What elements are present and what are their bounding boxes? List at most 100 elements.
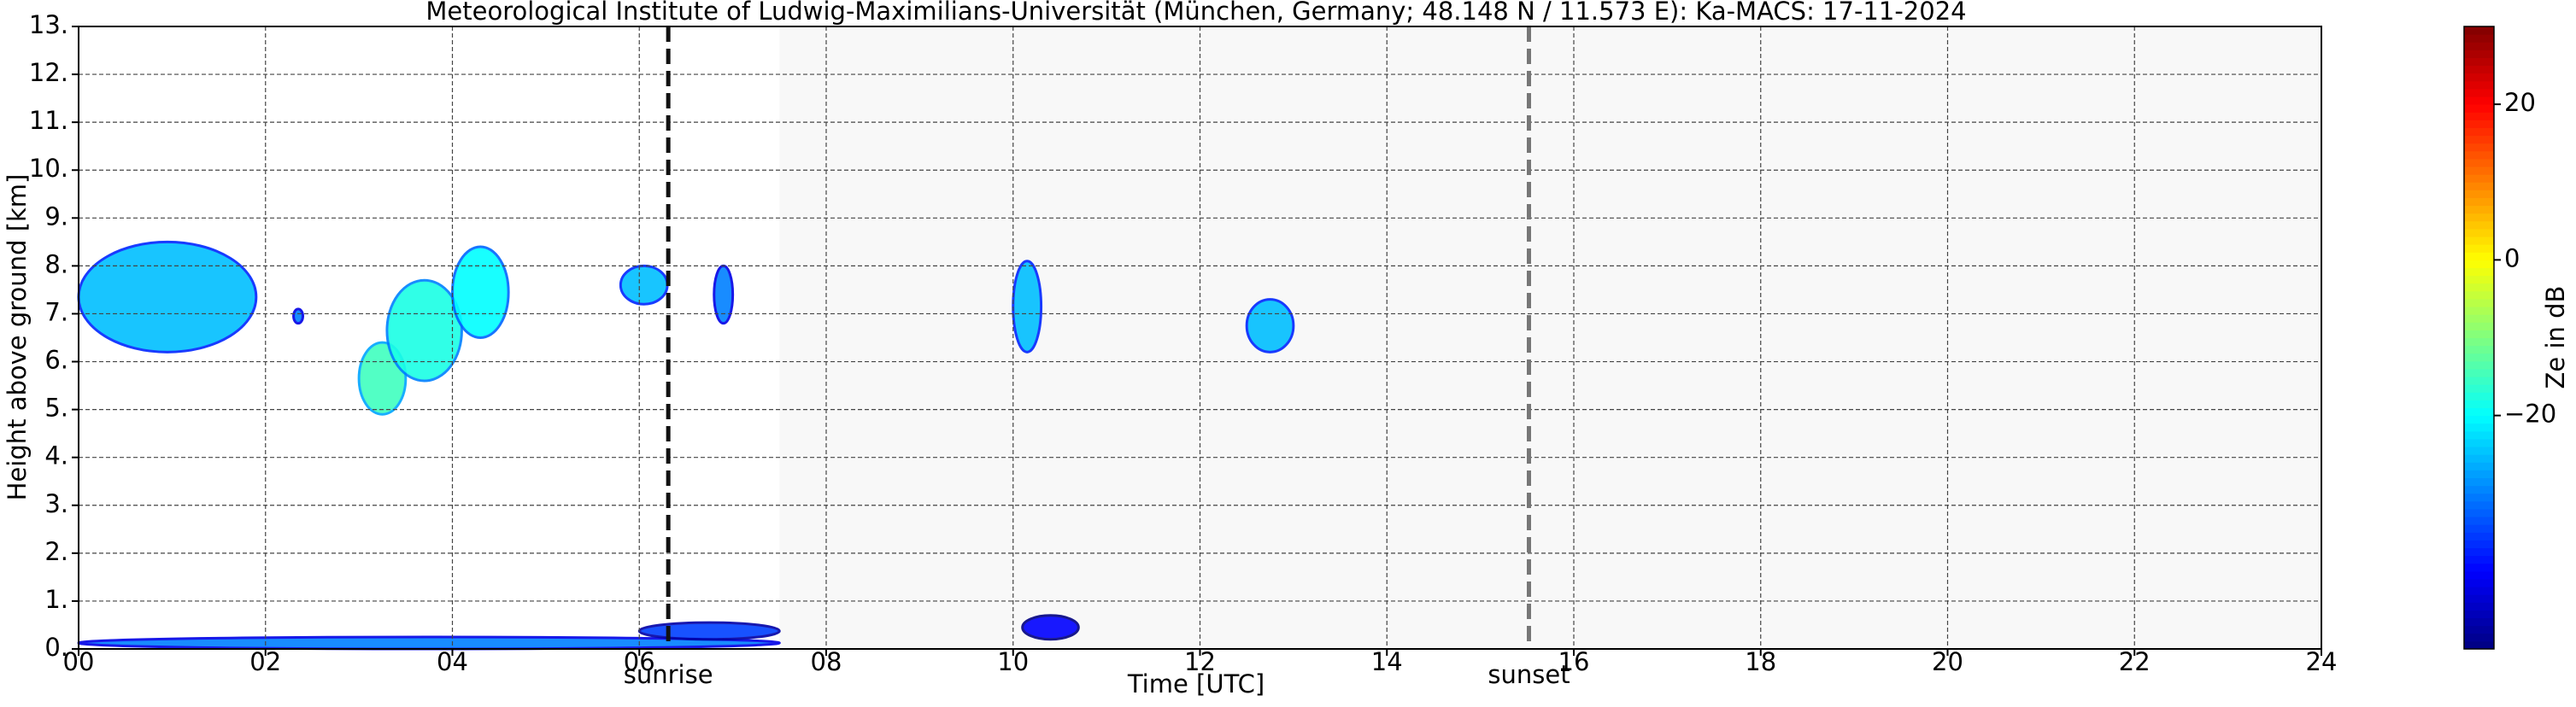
y-tick-label: 7. — [44, 297, 68, 326]
radar-echo — [619, 264, 669, 306]
marker-label: sunset — [1488, 660, 1570, 689]
colorbar-segment — [2464, 423, 2494, 432]
colorbar-segment — [2464, 353, 2494, 362]
colorbar-segment — [2464, 42, 2494, 50]
y-tick-label: 13. — [29, 10, 68, 39]
colorbar-segment — [2464, 237, 2494, 245]
colorbar-frame — [2463, 26, 2495, 650]
colorbar-segment — [2464, 407, 2494, 417]
colorbar-segment — [2464, 438, 2494, 447]
colorbar-segment — [2464, 485, 2494, 494]
colorbar-segment — [2464, 555, 2494, 564]
plot-frame — [78, 26, 2322, 650]
radar-echo — [292, 307, 304, 325]
y-tick-label: 0. — [44, 633, 68, 662]
colorbar-segment — [2464, 337, 2494, 347]
x-tick-label: 02 — [249, 647, 281, 676]
colorbar-segment — [2464, 275, 2494, 284]
colorbar-segment — [2464, 563, 2494, 572]
colorbar-segment — [2464, 454, 2494, 463]
colorbar-segment — [2464, 587, 2494, 595]
colorbar-segment — [2464, 594, 2494, 603]
y-tick-label: 3. — [44, 489, 68, 518]
colorbar-segment — [2464, 174, 2494, 183]
colorbar-segment — [2464, 508, 2494, 517]
colorbar-segment — [2464, 205, 2494, 214]
colorbar-segment — [2464, 244, 2494, 253]
colorbar-segment — [2464, 96, 2494, 105]
colorbar-segment — [2464, 260, 2494, 268]
x-tick-label: 22 — [2119, 647, 2151, 676]
x-tick-label: 08 — [811, 647, 842, 676]
colorbar-segment — [2464, 120, 2494, 128]
colorbar-segment — [2464, 360, 2494, 370]
colorbar-segment — [2464, 493, 2494, 502]
x-tick-label: 12 — [1184, 647, 1216, 676]
y-tick-label: 5. — [44, 394, 68, 423]
x-tick-label: 00 — [63, 647, 95, 676]
colorbar-segment — [2464, 150, 2494, 160]
y-tick-label: 4. — [44, 441, 68, 470]
colorbar-segment — [2464, 477, 2494, 487]
radar-echo — [713, 264, 735, 325]
colorbar-segment — [2464, 80, 2494, 90]
radar-echo — [385, 278, 463, 383]
x-tick-label: 10 — [997, 647, 1029, 676]
y-tick-label: 2. — [44, 537, 68, 566]
colorbar-segment — [2464, 104, 2494, 113]
colorbar-segment — [2464, 470, 2494, 479]
colorbar-tick-label: 0 — [2504, 243, 2520, 272]
colorbar-label: Ze in dB — [2541, 286, 2570, 389]
x-tick-label: 24 — [2306, 647, 2338, 676]
colorbar-segment — [2464, 500, 2494, 510]
colorbar-segment — [2464, 88, 2494, 97]
colorbar-segment — [2464, 298, 2494, 307]
y-tick-label: 11. — [29, 106, 68, 135]
marker-label: sunrise — [624, 660, 713, 689]
colorbar-segment — [2464, 65, 2494, 74]
colorbar-segment — [2464, 322, 2494, 330]
colorbar-segment — [2464, 517, 2494, 525]
colorbar-segment — [2464, 377, 2494, 385]
colorbar-segment — [2464, 112, 2494, 120]
y-axis-label: Height above ground [km] — [3, 174, 32, 501]
radar-echo — [1245, 298, 1295, 354]
colorbar-segment — [2464, 547, 2494, 557]
y-tick-label: 10. — [29, 154, 68, 183]
colorbar-segment — [2464, 190, 2494, 198]
no-data-region — [779, 26, 2321, 649]
radar-echo — [451, 245, 510, 340]
colorbar-segment — [2464, 617, 2494, 627]
colorbar-segment — [2464, 415, 2494, 424]
y-tick-label: 6. — [44, 346, 68, 375]
colorbar-segment — [2464, 158, 2494, 167]
colorbar-segment — [2464, 127, 2494, 137]
colorbar-segment — [2464, 392, 2494, 400]
x-tick-label: 04 — [437, 647, 468, 676]
colorbar-segment — [2464, 220, 2494, 230]
colorbar-segment — [2464, 345, 2494, 354]
colorbar-segment — [2464, 524, 2494, 533]
colorbar-segment — [2464, 610, 2494, 619]
colorbar-segment — [2464, 570, 2494, 580]
y-tick-label: 1. — [44, 585, 68, 614]
colorbar-segment — [2464, 143, 2494, 152]
colorbar-segment — [2464, 602, 2494, 611]
colorbar-segment — [2464, 532, 2494, 540]
colorbar-segment — [2464, 462, 2494, 470]
x-axis-label: Time [UTC] — [1127, 669, 1265, 698]
x-tick-label: 16 — [1558, 647, 1590, 676]
y-tick-label: 8. — [44, 249, 68, 278]
colorbar-segment — [2464, 368, 2494, 377]
y-tick-label: 9. — [44, 202, 68, 231]
colorbar-segment — [2464, 400, 2494, 409]
colorbar-segment — [2464, 307, 2494, 315]
colorbar-segment — [2464, 167, 2494, 175]
colorbar-segment — [2464, 447, 2494, 455]
colorbar-segment — [2464, 633, 2494, 642]
colorbar-segment — [2464, 640, 2494, 650]
colorbar-segment — [2464, 290, 2494, 300]
y-tick-label: 12. — [29, 58, 68, 87]
colorbar-segment — [2464, 625, 2494, 634]
